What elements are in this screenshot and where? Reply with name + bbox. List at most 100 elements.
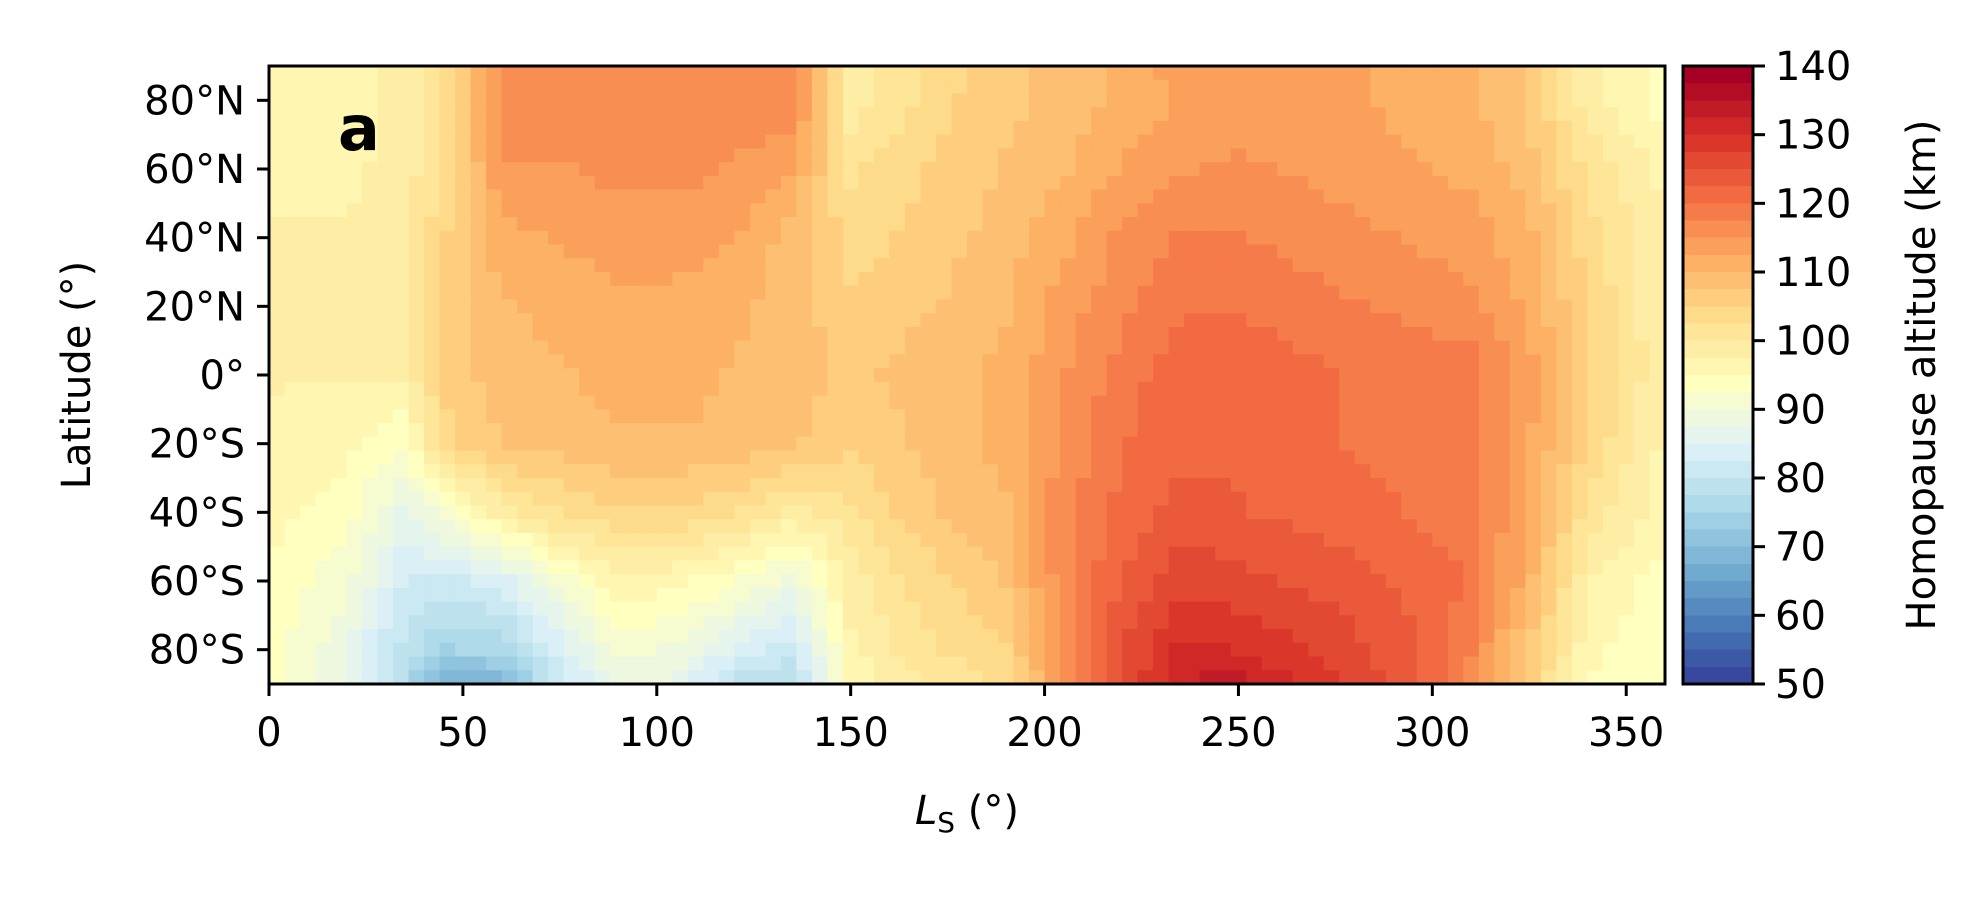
heatmap-cell bbox=[1587, 587, 1604, 603]
heatmap-cell bbox=[1091, 230, 1108, 246]
heatmap-cell bbox=[641, 162, 658, 177]
heatmap-cell bbox=[811, 368, 828, 383]
heatmap-cell bbox=[1168, 299, 1185, 314]
heatmap-cell bbox=[548, 574, 565, 589]
heatmap-cell bbox=[873, 272, 891, 287]
heatmap-cell bbox=[1370, 120, 1387, 136]
heatmap-cell bbox=[625, 203, 642, 218]
heatmap-cell bbox=[439, 505, 456, 520]
heatmap-cell bbox=[842, 409, 860, 424]
heatmap-cell bbox=[796, 148, 813, 163]
heatmap-cell bbox=[1432, 532, 1449, 548]
heatmap-cell bbox=[1184, 519, 1201, 534]
heatmap-cell bbox=[284, 587, 301, 603]
heatmap-cell bbox=[718, 546, 735, 561]
heatmap-cell bbox=[610, 450, 627, 465]
heatmap-cell bbox=[1246, 354, 1263, 369]
heatmap-cell bbox=[889, 478, 906, 493]
heatmap-cell bbox=[1339, 134, 1356, 149]
heatmap-cell bbox=[672, 642, 689, 658]
heatmap-cell bbox=[346, 272, 363, 287]
heatmap-cell bbox=[1494, 423, 1511, 438]
heatmap-cell bbox=[780, 175, 797, 191]
heatmap-cell bbox=[1354, 313, 1371, 328]
heatmap-cell bbox=[811, 134, 828, 149]
heatmap-cell bbox=[1432, 670, 1449, 684]
heatmap-cell bbox=[1509, 175, 1526, 191]
heatmap-cell bbox=[889, 120, 906, 136]
heatmap-cell bbox=[842, 395, 860, 410]
heatmap-cell bbox=[1184, 464, 1201, 479]
heatmap-cell bbox=[1261, 587, 1278, 603]
heatmap-cell bbox=[1246, 162, 1263, 177]
heatmap-cell bbox=[1292, 560, 1309, 575]
heatmap-cell bbox=[331, 642, 348, 658]
heatmap-cell bbox=[796, 368, 813, 383]
heatmap-cell bbox=[672, 546, 689, 561]
heatmap-cell bbox=[796, 189, 813, 204]
heatmap-cell bbox=[393, 395, 410, 410]
heatmap-cell bbox=[439, 368, 456, 383]
heatmap-cell bbox=[982, 670, 999, 684]
heatmap-cell bbox=[610, 244, 627, 259]
heatmap-cell bbox=[1122, 587, 1139, 603]
heatmap-cell bbox=[1509, 258, 1526, 273]
heatmap-cell bbox=[1184, 587, 1201, 603]
heatmap-cell bbox=[1633, 285, 1651, 301]
heatmap-cell bbox=[501, 478, 518, 493]
heatmap-cell bbox=[687, 546, 704, 561]
heatmap-cell bbox=[470, 93, 487, 108]
heatmap-cell bbox=[796, 615, 813, 630]
heatmap-cell bbox=[1401, 258, 1418, 273]
heatmap-cell bbox=[1494, 354, 1511, 369]
heatmap-cell bbox=[734, 505, 751, 520]
heatmap-cell bbox=[1494, 258, 1511, 273]
heatmap-cell bbox=[904, 464, 922, 479]
heatmap-cell bbox=[718, 491, 735, 507]
heatmap-cell bbox=[1509, 79, 1526, 95]
heatmap-cell bbox=[920, 148, 937, 163]
heatmap-cell bbox=[1432, 381, 1449, 397]
heatmap-cell bbox=[1199, 272, 1216, 287]
heatmap-cell bbox=[1168, 162, 1185, 177]
heatmap-cell bbox=[998, 175, 1015, 191]
heatmap-cell bbox=[1339, 148, 1356, 163]
heatmap-cell bbox=[1494, 285, 1511, 301]
heatmap-cell bbox=[873, 491, 891, 507]
heatmap-cell bbox=[1122, 326, 1139, 342]
heatmap-cell bbox=[1401, 629, 1418, 644]
heatmap-cell bbox=[1137, 395, 1154, 410]
heatmap-cell bbox=[1633, 299, 1651, 314]
heatmap-cell bbox=[1168, 203, 1185, 218]
heatmap-cell bbox=[1230, 79, 1247, 95]
heatmap-cell bbox=[842, 505, 860, 520]
heatmap-cell bbox=[1106, 326, 1123, 342]
heatmap-cell bbox=[967, 395, 984, 410]
heatmap-cell bbox=[1091, 505, 1108, 520]
heatmap-cell bbox=[1060, 642, 1077, 658]
heatmap-cell bbox=[935, 244, 953, 259]
heatmap-cell bbox=[967, 175, 984, 191]
heatmap-cell bbox=[1308, 244, 1325, 259]
heatmap-cell bbox=[1447, 285, 1464, 301]
heatmap-cell bbox=[1401, 340, 1418, 355]
heatmap-cell bbox=[284, 629, 301, 644]
heatmap-cell bbox=[1137, 615, 1154, 630]
heatmap-cell bbox=[811, 546, 828, 561]
heatmap-cell bbox=[982, 574, 999, 589]
heatmap-cell bbox=[1478, 395, 1495, 410]
heatmap-cell bbox=[641, 450, 658, 465]
heatmap-cell bbox=[377, 313, 394, 328]
heatmap-cell bbox=[1215, 120, 1232, 136]
heatmap-cell bbox=[1168, 381, 1185, 397]
heatmap-cell bbox=[873, 313, 891, 328]
heatmap-cell bbox=[920, 340, 937, 355]
heatmap-cell bbox=[904, 313, 922, 328]
heatmap-cell bbox=[1633, 203, 1651, 218]
heatmap-cell bbox=[532, 175, 549, 191]
heatmap-cell bbox=[873, 601, 891, 616]
heatmap-cell bbox=[1308, 574, 1325, 589]
heatmap-cell bbox=[1230, 395, 1247, 410]
heatmap-cell bbox=[1137, 519, 1154, 534]
heatmap-cell bbox=[873, 326, 891, 342]
